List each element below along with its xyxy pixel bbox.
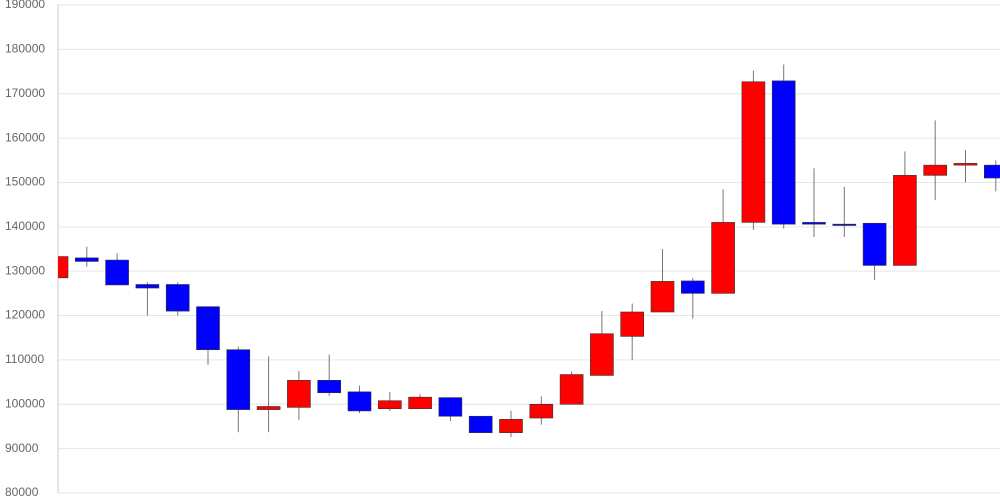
candle-body	[802, 222, 826, 225]
candle-body	[317, 380, 342, 394]
candle-body	[771, 80, 796, 225]
candle-body	[105, 259, 129, 286]
y-tick-label: 120000	[5, 308, 45, 322]
y-tick-label: 100000	[5, 396, 45, 410]
candle-body	[75, 257, 99, 262]
candle-body	[893, 175, 917, 266]
candle-body	[862, 222, 887, 266]
y-tick-label: 190000	[5, 0, 45, 11]
y-tick-label: 140000	[5, 219, 45, 233]
y-tick-label: 90000	[5, 441, 39, 455]
y-tick-label: 160000	[5, 130, 45, 144]
candle-body	[196, 306, 220, 351]
y-tick-label: 180000	[5, 42, 45, 56]
candle-body	[590, 333, 614, 376]
candle-body	[135, 284, 160, 289]
y-tick-label: 110000	[5, 352, 44, 366]
candle-body	[256, 406, 281, 410]
candle-body	[620, 311, 645, 337]
grid	[58, 4, 1000, 494]
candle-body	[377, 400, 402, 410]
candle-body	[711, 222, 735, 294]
candle-body	[287, 380, 311, 408]
candle-body	[650, 281, 675, 313]
candle-body	[226, 349, 251, 410]
candle-body	[499, 419, 523, 433]
y-tick-label: 170000	[5, 86, 45, 100]
candle-body	[58, 256, 69, 279]
candle-body	[953, 163, 978, 166]
candle-body	[529, 403, 554, 419]
candle-body	[347, 391, 372, 412]
y-tick-label: 80000	[5, 485, 39, 499]
candle-body	[983, 164, 1000, 179]
candle-body	[923, 164, 948, 176]
plot-area	[58, 64, 1000, 438]
candle-body	[438, 397, 463, 417]
y-tick-label: 150000	[5, 175, 45, 189]
candle-body	[741, 81, 766, 223]
y-tick-label: 130000	[5, 263, 45, 277]
candle-body	[468, 415, 493, 433]
candle-body	[832, 223, 857, 226]
candle-body	[680, 280, 705, 294]
candle-body	[165, 284, 190, 312]
candle-body	[408, 396, 432, 410]
candle-body	[559, 374, 584, 405]
